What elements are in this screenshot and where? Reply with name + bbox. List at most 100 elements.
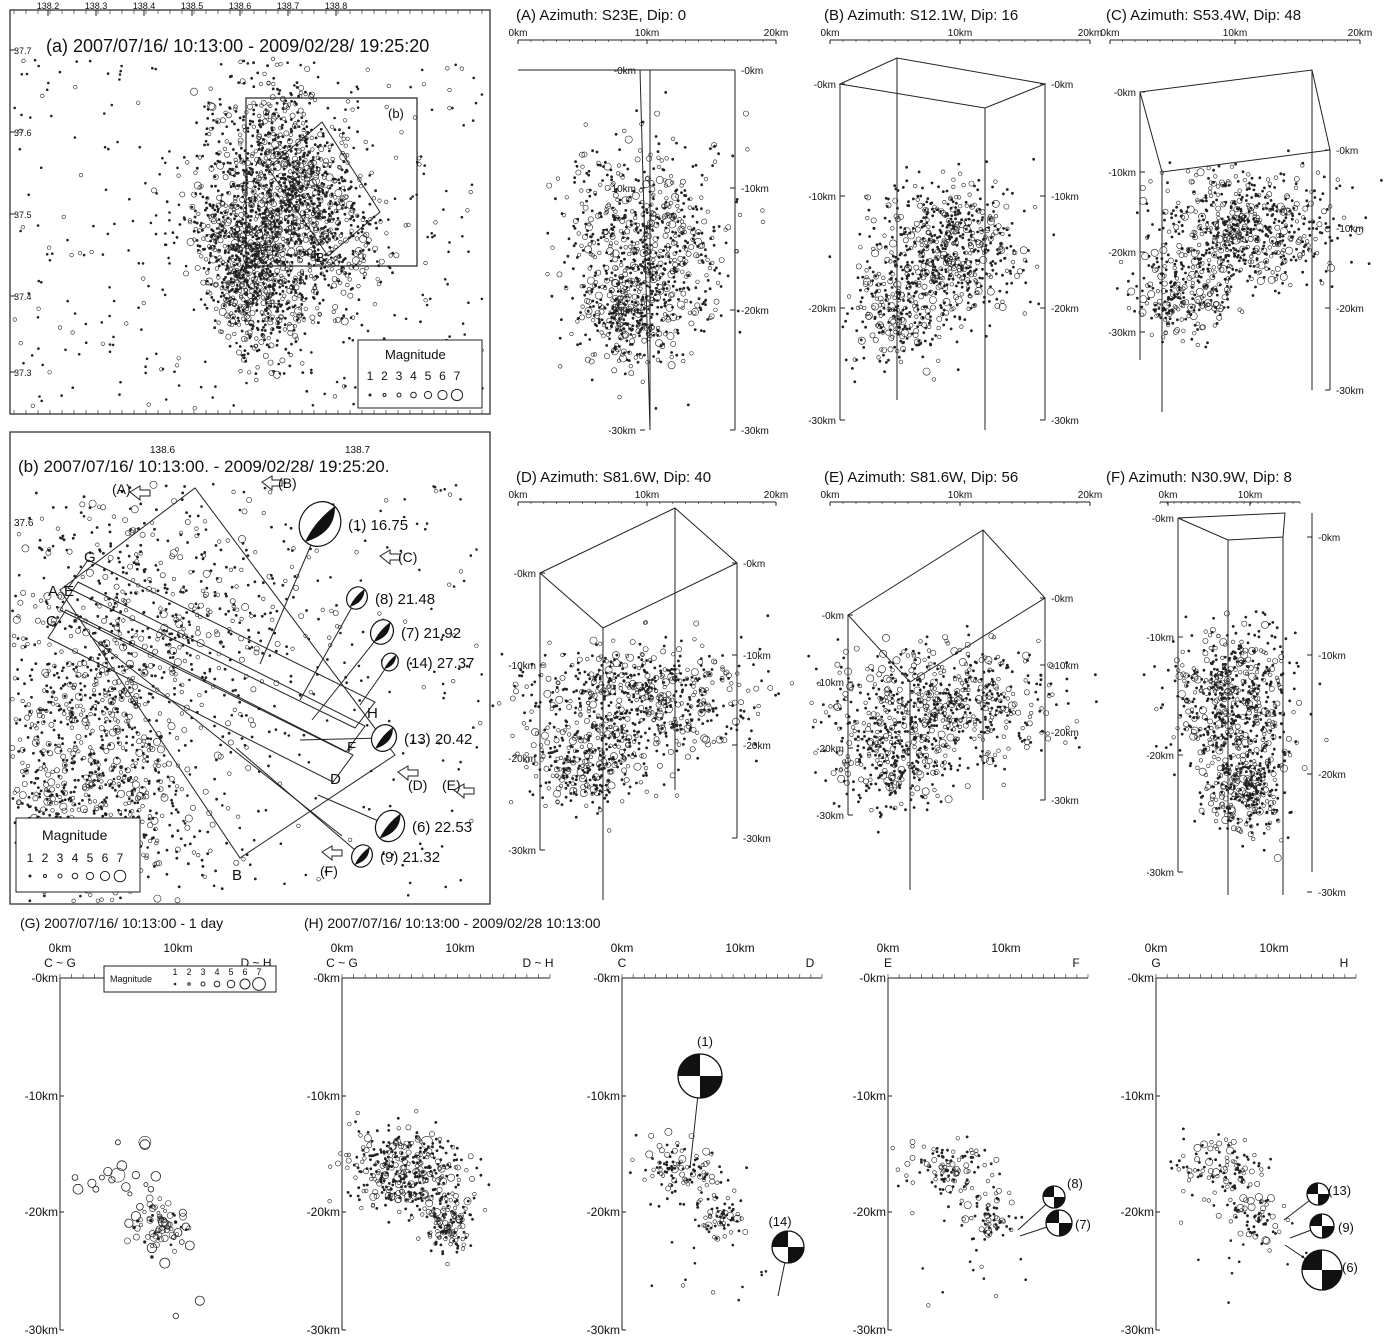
lat-tick-label: 37.6 bbox=[14, 128, 32, 138]
earthquake-point bbox=[249, 245, 253, 248]
earthquake-point bbox=[229, 280, 233, 284]
earthquake-point bbox=[20, 589, 27, 596]
earthquake-point bbox=[235, 220, 239, 224]
earthquake-point bbox=[27, 193, 31, 196]
earthquake-point bbox=[60, 799, 64, 803]
earthquake-point bbox=[12, 676, 18, 681]
earthquake-point bbox=[303, 165, 310, 172]
earthquake-point bbox=[242, 59, 246, 63]
earthquake-point bbox=[92, 752, 96, 756]
earthquake-point bbox=[239, 616, 244, 622]
earthquake-point bbox=[377, 198, 382, 203]
earthquake-point bbox=[195, 655, 200, 660]
earthquake-point bbox=[296, 823, 301, 829]
earthquake-point bbox=[433, 220, 438, 225]
earthquake-point bbox=[66, 299, 69, 303]
earthquake-point bbox=[171, 804, 175, 808]
earthquake-point bbox=[130, 799, 134, 803]
earthquake-point bbox=[264, 261, 268, 265]
earthquake-point bbox=[73, 778, 77, 782]
earthquake-point bbox=[421, 293, 425, 297]
earthquake-point bbox=[649, 251, 652, 254]
earthquake-point bbox=[372, 302, 378, 307]
earthquake-point bbox=[69, 799, 73, 803]
earthquake-point bbox=[290, 99, 294, 103]
earthquake-point bbox=[253, 185, 257, 189]
earthquake-point bbox=[285, 230, 288, 234]
earthquake-point bbox=[129, 591, 133, 595]
earthquake-point bbox=[98, 548, 102, 552]
earthquake-point bbox=[261, 581, 265, 585]
earthquake-point bbox=[77, 802, 81, 806]
earthquake-point bbox=[686, 241, 690, 245]
earthquake-point bbox=[146, 700, 150, 704]
earthquake-point bbox=[211, 396, 214, 399]
earthquake-point bbox=[182, 155, 186, 159]
earthquake-point bbox=[110, 687, 114, 691]
earthquake-point bbox=[136, 809, 139, 813]
earthquake-point bbox=[174, 547, 180, 552]
earthquake-point bbox=[247, 640, 251, 644]
earthquake-point bbox=[182, 216, 186, 220]
earthquake-point bbox=[144, 833, 148, 837]
earthquake-point bbox=[271, 231, 278, 238]
earthquake-point bbox=[312, 692, 316, 696]
earthquake-point bbox=[340, 289, 347, 296]
earthquake-point bbox=[123, 608, 129, 613]
earthquake-point bbox=[704, 248, 707, 252]
earthquake-point bbox=[743, 110, 749, 117]
earthquake-point bbox=[409, 197, 413, 200]
earthquake-point bbox=[259, 225, 264, 230]
earthquake-point bbox=[264, 108, 268, 111]
earthquake-point bbox=[147, 692, 151, 696]
earthquake-point bbox=[121, 728, 125, 732]
earthquake-point bbox=[179, 837, 183, 841]
earthquake-point bbox=[229, 632, 233, 636]
earthquake-point bbox=[343, 376, 346, 380]
earthquake-point bbox=[234, 688, 237, 692]
earthquake-point bbox=[173, 636, 177, 640]
earthquake-point bbox=[295, 172, 299, 176]
earthquake-point bbox=[439, 489, 443, 492]
earthquake-point bbox=[54, 801, 59, 806]
earthquake-point bbox=[304, 66, 311, 72]
earthquake-point bbox=[135, 748, 139, 752]
earthquake-point bbox=[75, 60, 78, 63]
earthquake-point bbox=[311, 156, 315, 159]
earthquake-point bbox=[111, 514, 116, 519]
earthquake-point bbox=[313, 283, 317, 287]
earthquake-point bbox=[235, 165, 238, 169]
earthquake-point bbox=[238, 220, 242, 224]
earthquake-point bbox=[38, 538, 42, 542]
earthquake-point bbox=[205, 607, 211, 613]
earthquake-point bbox=[590, 239, 594, 243]
earthquake-point bbox=[245, 381, 248, 385]
legend-circle bbox=[28, 874, 32, 878]
earthquake-point bbox=[261, 216, 265, 220]
earthquake-point bbox=[639, 238, 643, 242]
earthquake-point bbox=[248, 218, 252, 222]
earthquake-point bbox=[103, 690, 108, 696]
earthquake-point bbox=[643, 203, 650, 209]
earthquake-point bbox=[337, 197, 344, 204]
earthquake-point bbox=[614, 190, 618, 194]
earthquake-point bbox=[241, 240, 245, 244]
earthquake-point bbox=[185, 589, 188, 592]
earthquake-point bbox=[100, 321, 104, 324]
earthquake-point bbox=[190, 635, 194, 638]
earthquake-point bbox=[368, 202, 372, 206]
earthquake-point bbox=[218, 223, 222, 226]
earthquake-point bbox=[209, 255, 217, 264]
earthquake-point bbox=[286, 61, 289, 65]
earthquake-point bbox=[330, 232, 333, 235]
earthquake-point bbox=[53, 696, 59, 702]
earthquake-point bbox=[474, 643, 479, 648]
earthquake-point bbox=[190, 205, 194, 209]
earthquake-point bbox=[274, 267, 281, 274]
earthquake-point bbox=[45, 88, 49, 92]
earthquake-point bbox=[325, 269, 329, 273]
earthquake-point bbox=[202, 266, 206, 270]
earthquake-point bbox=[627, 251, 632, 257]
earthquake-point bbox=[308, 195, 312, 199]
earthquake-point bbox=[101, 771, 105, 775]
